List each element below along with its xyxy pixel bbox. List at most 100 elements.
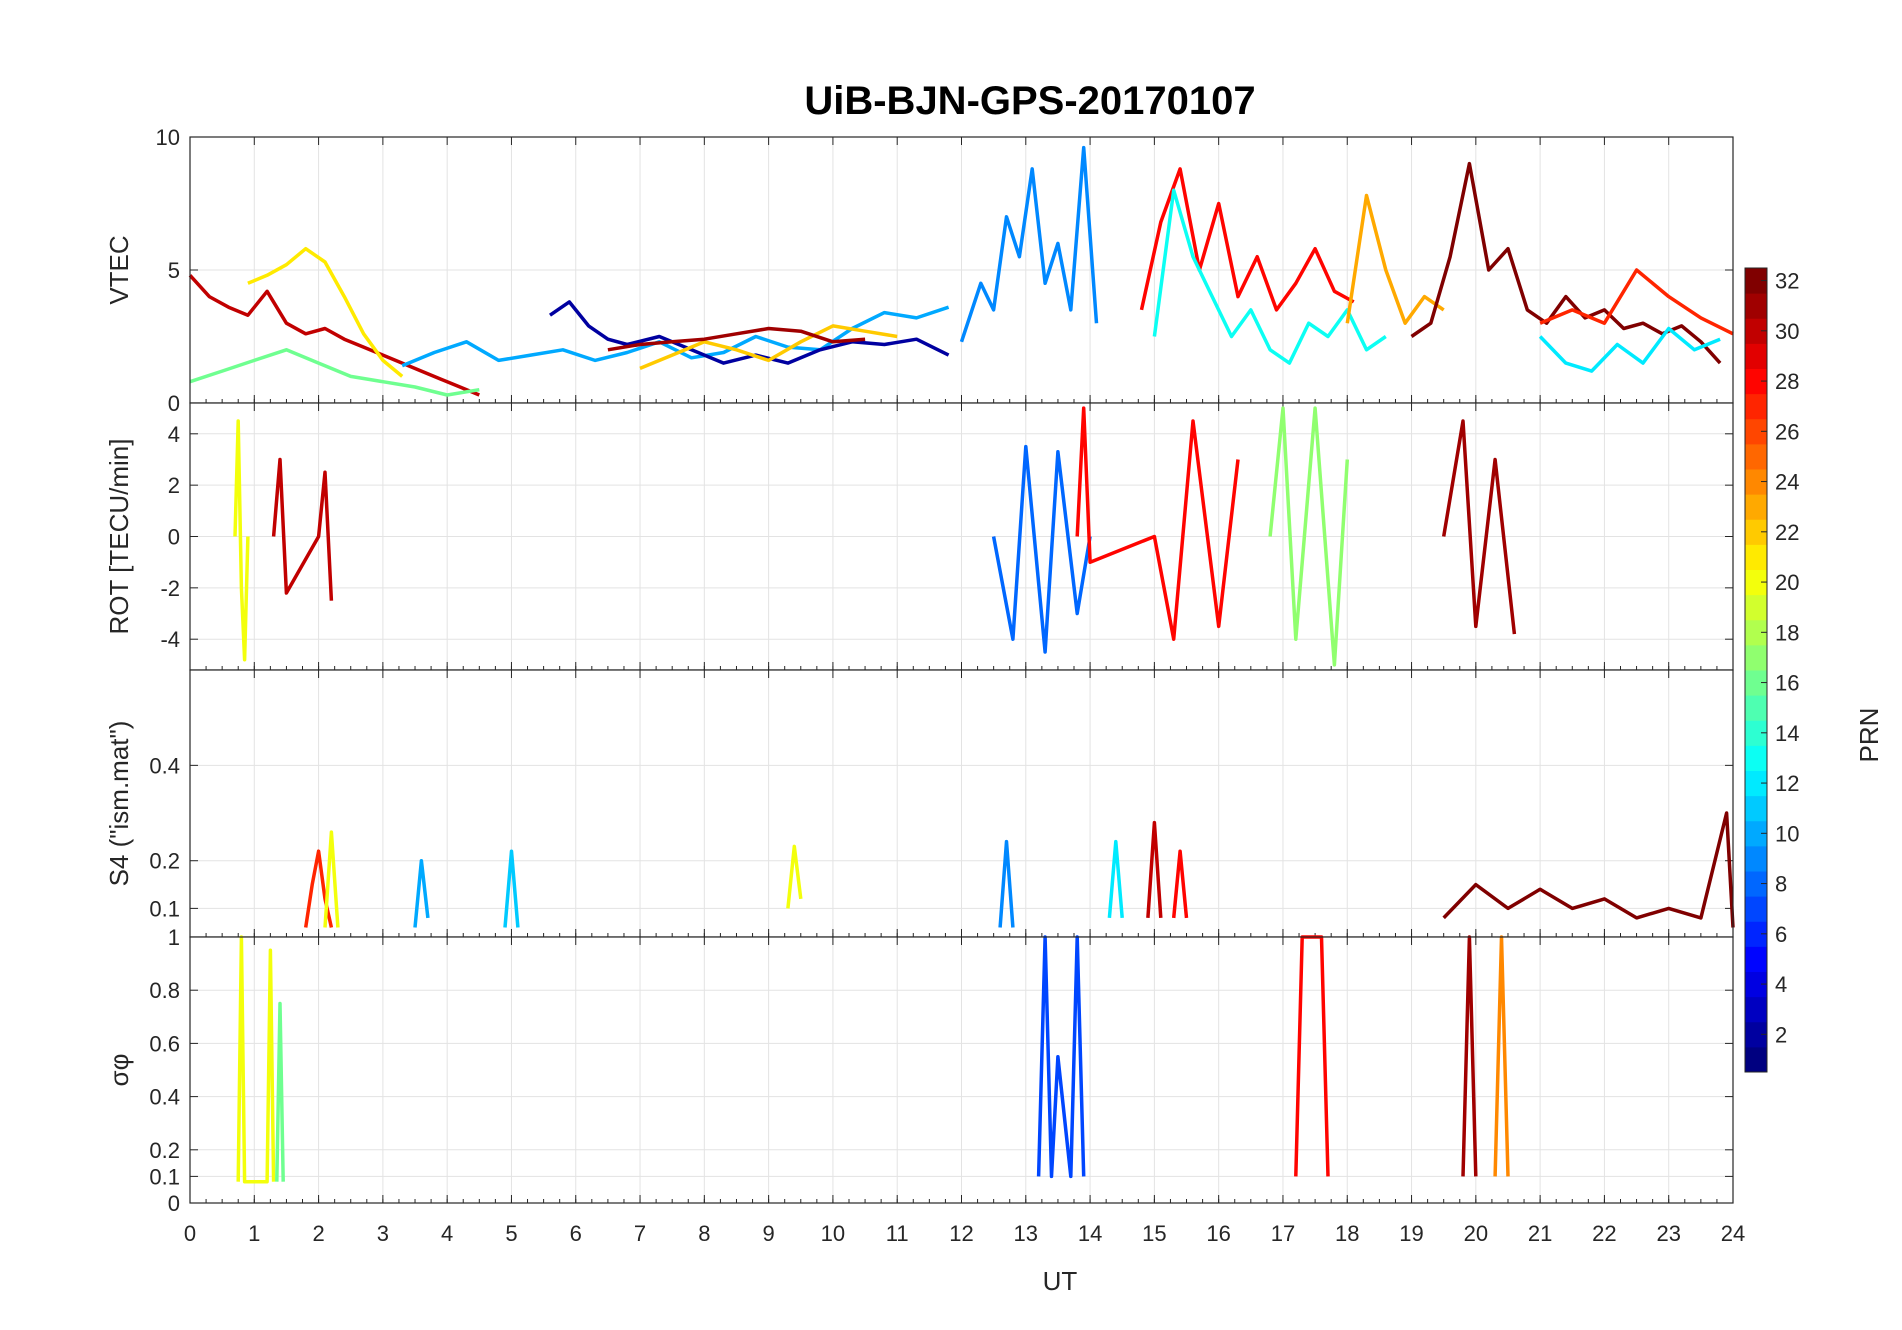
vtec-panel: 0 5 10 VTEC xyxy=(104,125,1734,416)
x-tick-label: 6 xyxy=(570,1221,582,1246)
colorbar-tick-label: 14 xyxy=(1775,721,1799,746)
colorbar-tick-label: 10 xyxy=(1775,821,1799,846)
colorbar-tick-label: 6 xyxy=(1775,922,1787,947)
series-line-prn-20 xyxy=(786,844,803,909)
series-line-prn-31 xyxy=(607,326,866,352)
y-tick-label: 2 xyxy=(168,473,180,498)
series-line-prn-2 xyxy=(549,300,950,365)
colorbar-tick-label: 20 xyxy=(1775,570,1799,595)
colorbar-tick-label: 18 xyxy=(1775,620,1799,645)
x-tick-label: 10 xyxy=(821,1221,845,1246)
y-axis-label: S4 ("ism.mat") xyxy=(104,721,134,887)
y-tick-label: 5 xyxy=(168,258,180,283)
series-line-prn-20 xyxy=(233,419,250,662)
y-tick-label: 1 xyxy=(168,925,180,950)
series-line-prn-8 xyxy=(991,444,1092,654)
colorbar-swatch-16 xyxy=(1745,670,1767,696)
series-line-prn-10 xyxy=(413,858,430,928)
series-line-prn-11 xyxy=(503,849,520,928)
x-tick-label: 18 xyxy=(1335,1221,1359,1246)
colorbar-swatch-17 xyxy=(1745,644,1767,671)
x-tick-label: 23 xyxy=(1656,1221,1680,1246)
series-line-prn-28 xyxy=(1139,167,1355,312)
colorbar-tick-label: 22 xyxy=(1775,520,1799,545)
series-line-prn-16 xyxy=(275,1001,285,1182)
colorbar-swatch-26 xyxy=(1745,418,1767,445)
y-tick-label: 0 xyxy=(168,525,180,550)
y-tick-label: 10 xyxy=(156,125,180,150)
series-line-prn-22 xyxy=(639,324,898,371)
colorbar-swatch-3 xyxy=(1745,996,1767,1023)
x-tick-label: 5 xyxy=(505,1221,517,1246)
colorbar-swatch-7 xyxy=(1745,896,1767,922)
series-line-prn-28 xyxy=(1075,406,1240,641)
series-line-prn-12 xyxy=(1107,839,1124,919)
x-tick-label: 21 xyxy=(1528,1221,1552,1246)
colorbar-swatch-14 xyxy=(1745,720,1767,746)
x-tick-label: 9 xyxy=(763,1221,775,1246)
s4-panel: 0.1 0.2 0.4 S4 ("ism.mat") xyxy=(104,669,1735,938)
series-line-prn-20 xyxy=(323,830,340,928)
colorbar-swatch-1 xyxy=(1745,1046,1767,1073)
colorbar-swatch-31 xyxy=(1745,293,1767,319)
colorbar-swatch-24 xyxy=(1745,469,1767,495)
colorbar-tick-label: 32 xyxy=(1775,269,1799,294)
series-line-prn-28 xyxy=(1171,849,1189,919)
series-line-prn-23 xyxy=(1345,193,1445,325)
y-tick-label: -2 xyxy=(160,576,180,601)
colorbar-tick-label: 30 xyxy=(1775,319,1799,344)
colorbar-swatch-18 xyxy=(1745,619,1767,646)
colorbar-swatch-4 xyxy=(1745,971,1767,998)
colorbar-swatch-22 xyxy=(1745,519,1767,545)
y-tick-label: 0 xyxy=(168,1191,180,1216)
colorbar-swatch-19 xyxy=(1745,594,1767,621)
chart-title: UiB-BJN-GPS-20170107 xyxy=(804,79,1255,123)
y-tick-label: 0 xyxy=(168,391,180,416)
x-tick-label: 24 xyxy=(1721,1221,1745,1246)
plot-frame xyxy=(189,936,1734,1204)
series-line-prn-21 xyxy=(247,246,404,378)
x-tick-label: 1 xyxy=(248,1221,260,1246)
series-line-prn-16 xyxy=(189,348,480,397)
y-tick-label: 0.1 xyxy=(149,896,180,921)
y-tick-label: 0.4 xyxy=(149,1085,180,1110)
x-tick-label: 17 xyxy=(1271,1221,1295,1246)
series-line-prn-31 xyxy=(1441,419,1517,635)
colorbar-swatch-32 xyxy=(1745,268,1767,294)
colorbar-swatch-2 xyxy=(1745,1021,1767,1048)
colorbar-swatch-21 xyxy=(1745,544,1767,570)
x-tick-label: 19 xyxy=(1399,1221,1423,1246)
colorbar-swatch-13 xyxy=(1745,745,1767,771)
colorbar-tick-label: 12 xyxy=(1775,771,1799,796)
x-tick-label: 2 xyxy=(312,1221,324,1246)
colorbar-tick-label: 24 xyxy=(1775,470,1799,495)
x-tick-label: 20 xyxy=(1464,1221,1488,1246)
y-tick-label: 0.6 xyxy=(149,1031,180,1056)
series-line-prn-9 xyxy=(959,145,1099,343)
y-axis-label: ROT [TECU/min] xyxy=(104,439,134,635)
colorbar-swatch-28 xyxy=(1745,368,1767,395)
colorbar-swatch-8 xyxy=(1745,871,1767,897)
colorbar-tick-label: 28 xyxy=(1775,369,1799,394)
y-axis-label: VTEC xyxy=(104,235,134,304)
x-tick-label: 11 xyxy=(886,1221,909,1246)
x-tick-label: 15 xyxy=(1142,1221,1166,1246)
rot-panel: -4 -2 0 2 4 ROT [TECU/min] xyxy=(104,402,1734,671)
colorbar-tick-label: 4 xyxy=(1775,972,1787,997)
colorbar-swatch-10 xyxy=(1745,820,1767,847)
colorbar-tick-label: 2 xyxy=(1775,1022,1787,1047)
x-tick-label: 0 xyxy=(184,1221,196,1246)
colorbar-swatch-23 xyxy=(1745,494,1767,520)
x-tick-label: 22 xyxy=(1592,1221,1616,1246)
series-line-prn-27 xyxy=(1539,268,1734,336)
x-tick-label: 14 xyxy=(1078,1221,1102,1246)
x-tick-label: 12 xyxy=(949,1221,973,1246)
series-line-prn-30 xyxy=(271,457,334,601)
series-line-prn-20 xyxy=(236,935,276,1184)
y-axis-label: σφ xyxy=(104,1054,134,1087)
x-tick-label: 3 xyxy=(377,1221,389,1246)
colorbar-swatch-30 xyxy=(1745,318,1767,344)
colorbar-swatch-5 xyxy=(1745,946,1767,972)
